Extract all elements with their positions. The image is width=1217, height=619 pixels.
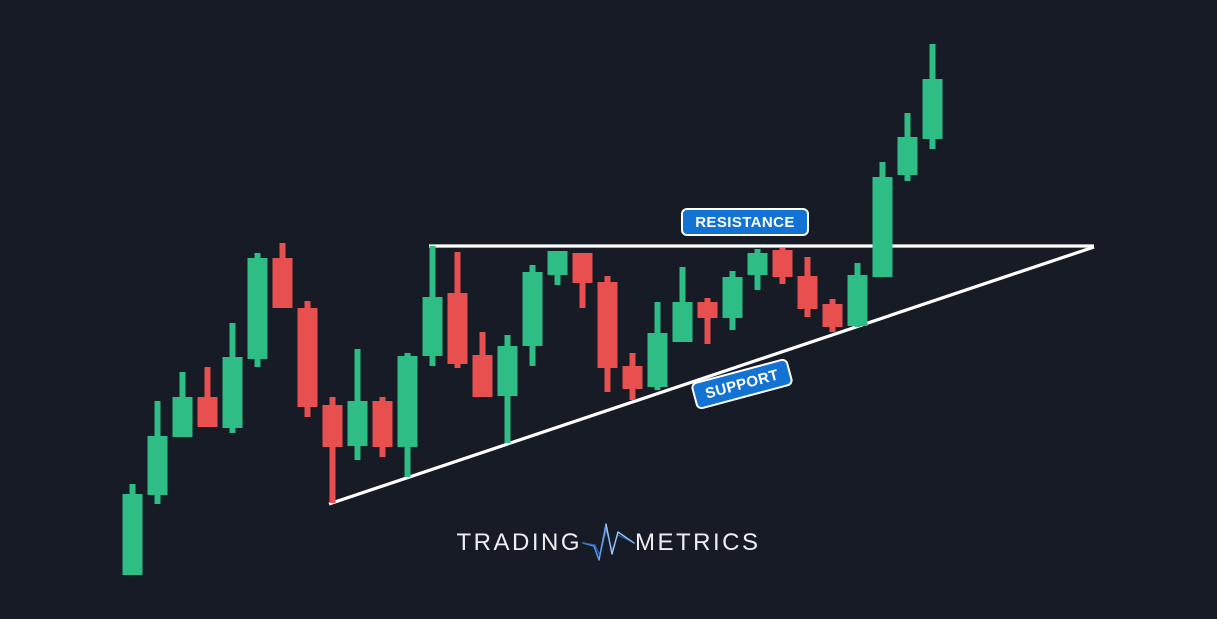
candle-body (322, 405, 343, 447)
candle-body (697, 302, 718, 318)
candle-body (847, 275, 868, 326)
candle (847, 263, 868, 327)
candle-body (922, 79, 943, 139)
candle (597, 276, 618, 392)
candle (697, 298, 718, 344)
candle-body (372, 401, 393, 447)
candle (822, 299, 843, 332)
support-trendline (328, 245, 1095, 506)
candle-body (447, 293, 468, 364)
candle-body (822, 304, 843, 327)
candle-body (872, 177, 893, 277)
candle (747, 249, 768, 290)
candle (647, 302, 668, 390)
candle-body (622, 366, 643, 389)
candle-body (597, 282, 618, 368)
candle (347, 349, 368, 460)
candle-wick (329, 397, 336, 503)
candle (797, 257, 818, 317)
resistance-badge: RESISTANCE (681, 208, 809, 236)
candle (447, 252, 468, 368)
candle-body (397, 356, 418, 447)
candle (572, 253, 593, 308)
candle (297, 301, 318, 417)
candle-body (422, 297, 443, 356)
brand-word-metrics: METRICS (635, 529, 761, 556)
candle (322, 397, 343, 503)
candle-body (772, 250, 793, 277)
candle (422, 246, 443, 366)
candle (272, 243, 293, 308)
candle-body (222, 357, 243, 428)
candle-body (672, 302, 693, 342)
candle (897, 113, 918, 181)
candle (197, 367, 218, 427)
candle (547, 251, 568, 285)
candle-body (472, 355, 493, 397)
candle (147, 401, 168, 504)
candle (372, 397, 393, 457)
candle-body (897, 137, 918, 175)
candle (472, 332, 493, 397)
candle-body (647, 333, 668, 387)
candle (122, 484, 143, 575)
brand-logo: TRADING METRICS (0, 521, 1217, 563)
candle (522, 265, 543, 366)
candle-body (122, 494, 143, 575)
candle-body (172, 397, 193, 437)
candle-body (522, 272, 543, 346)
candle-body (572, 253, 593, 283)
candle (172, 372, 193, 437)
candle (872, 162, 893, 277)
brand-word-trading: TRADING (456, 529, 582, 556)
candle (722, 271, 743, 330)
candle-body (197, 397, 218, 427)
candle-body (547, 251, 568, 275)
candle-body (247, 258, 268, 359)
candle (622, 353, 643, 400)
candle (922, 44, 943, 149)
candle-wick (704, 298, 711, 344)
candle-body (747, 253, 768, 275)
candle (397, 353, 418, 477)
candle (222, 323, 243, 433)
candle-body (272, 258, 293, 308)
candle-body (497, 346, 518, 396)
pulse-waveform-icon (582, 523, 635, 561)
candle (247, 253, 268, 367)
candle-body (347, 401, 368, 446)
candle (497, 335, 518, 443)
candle-body (147, 436, 168, 495)
candle-body (297, 308, 318, 407)
candle (672, 267, 693, 342)
candle-body (797, 276, 818, 309)
candle-body (722, 277, 743, 318)
candle (772, 248, 793, 284)
